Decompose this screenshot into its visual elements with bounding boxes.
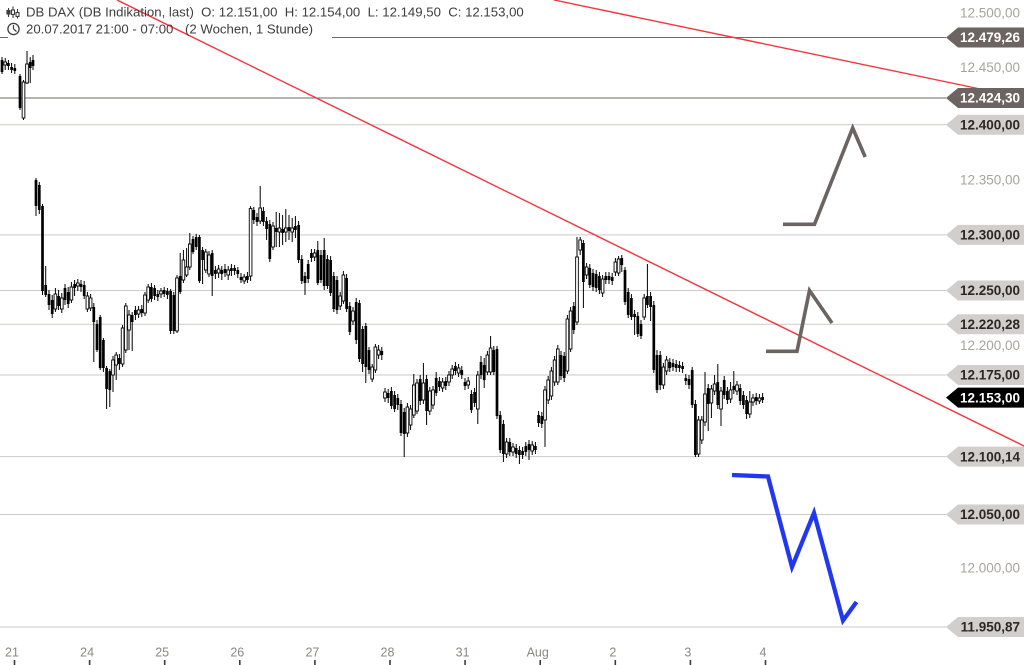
svg-text:12.424,30: 12.424,30 xyxy=(960,91,1020,106)
svg-text:12.153,00: 12.153,00 xyxy=(960,390,1020,405)
svg-text:12.250,00: 12.250,00 xyxy=(960,283,1020,298)
svg-text:12.500,00: 12.500,00 xyxy=(960,6,1020,21)
svg-text:3: 3 xyxy=(684,646,691,660)
svg-text:20.07.2017 21:00 - 07:00: 20.07.2017 21:00 - 07:00 xyxy=(26,22,173,37)
svg-text:11.950,87: 11.950,87 xyxy=(961,620,1020,635)
svg-text:12.450,00: 12.450,00 xyxy=(960,60,1020,75)
svg-text:24: 24 xyxy=(80,646,94,660)
svg-text:12.300,00: 12.300,00 xyxy=(960,228,1020,243)
svg-text:12.175,00: 12.175,00 xyxy=(960,368,1020,383)
svg-text:4: 4 xyxy=(760,646,767,660)
svg-text:26: 26 xyxy=(230,646,244,660)
svg-text:28: 28 xyxy=(381,646,395,660)
svg-text:12.000,00: 12.000,00 xyxy=(960,561,1020,576)
svg-text:12.400,00: 12.400,00 xyxy=(960,118,1020,133)
svg-text:21: 21 xyxy=(5,646,19,660)
svg-text:DB DAX (DB Indikation, last): DB DAX (DB Indikation, last) O: 12.151,0… xyxy=(26,5,524,20)
svg-text:12.050,00: 12.050,00 xyxy=(960,507,1020,522)
svg-text:12.100,14: 12.100,14 xyxy=(960,449,1021,464)
svg-text:25: 25 xyxy=(155,646,169,660)
svg-text:12.200,00: 12.200,00 xyxy=(960,338,1020,353)
svg-text:12.220,28: 12.220,28 xyxy=(960,317,1021,332)
svg-text:31: 31 xyxy=(456,646,470,660)
svg-text:Aug: Aug xyxy=(527,646,549,660)
svg-text:(2 Wochen, 1 Stunde): (2 Wochen, 1 Stunde) xyxy=(185,22,313,37)
svg-text:2: 2 xyxy=(609,646,616,660)
svg-text:12.479,26: 12.479,26 xyxy=(960,30,1021,45)
svg-text:27: 27 xyxy=(305,646,319,660)
svg-text:12.350,00: 12.350,00 xyxy=(960,173,1020,188)
